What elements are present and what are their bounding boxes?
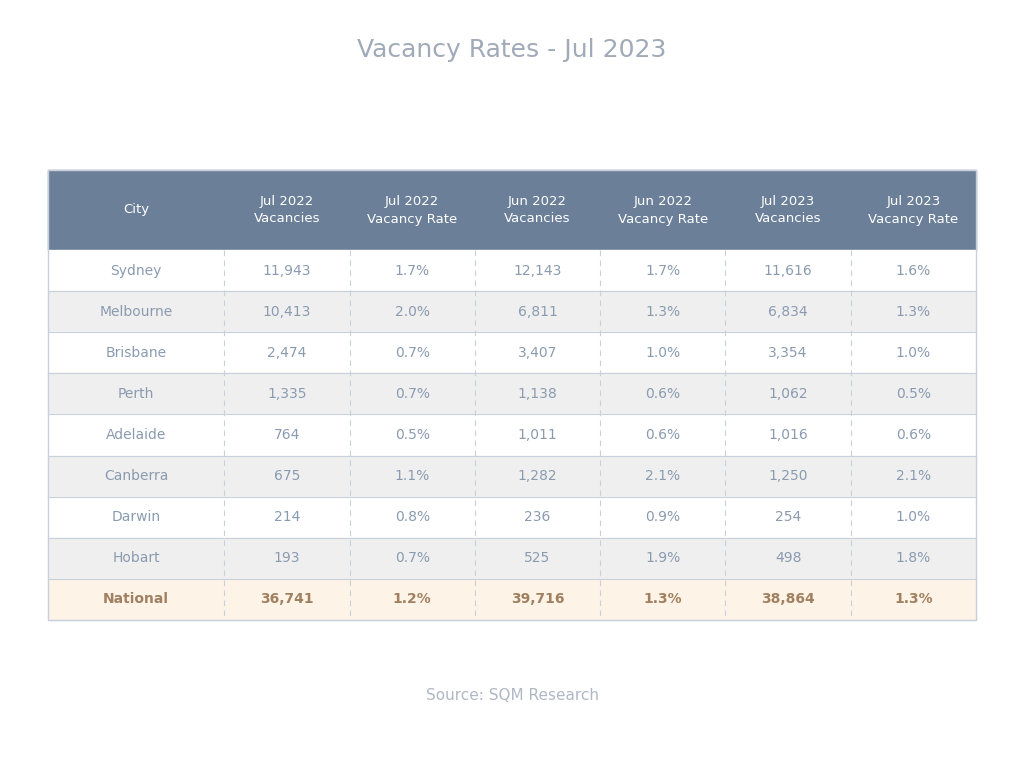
Text: City: City [123,203,150,216]
Text: 0.6%: 0.6% [645,428,680,442]
Text: 6,811: 6,811 [517,304,557,318]
Text: 1.3%: 1.3% [896,304,931,318]
Text: 498: 498 [775,551,802,565]
Text: 1.7%: 1.7% [645,264,680,278]
Text: 236: 236 [524,510,551,524]
Text: 0.7%: 0.7% [394,387,430,401]
Text: Adelaide: Adelaide [105,428,166,442]
Text: 1,016: 1,016 [768,428,808,442]
Text: 0.7%: 0.7% [394,346,430,360]
Text: 1.8%: 1.8% [896,551,931,565]
Text: 1.0%: 1.0% [645,346,680,360]
Text: 1.2%: 1.2% [393,592,431,607]
Text: 6,834: 6,834 [768,304,808,318]
Text: Source: SQM Research: Source: SQM Research [426,687,598,703]
Text: 764: 764 [273,428,300,442]
Text: 1.1%: 1.1% [394,469,430,483]
Text: 2.0%: 2.0% [394,304,430,318]
Text: 1.3%: 1.3% [645,304,680,318]
Text: 1.3%: 1.3% [643,592,682,607]
Text: 1.6%: 1.6% [896,264,931,278]
Text: Jul 2023
Vacancy Rate: Jul 2023 Vacancy Rate [868,195,958,225]
Text: 1.0%: 1.0% [896,510,931,524]
Text: 2.1%: 2.1% [896,469,931,483]
Text: Hobart: Hobart [113,551,160,565]
Text: 12,143: 12,143 [513,264,562,278]
Text: 0.6%: 0.6% [896,428,931,442]
Text: 10,413: 10,413 [263,304,311,318]
Text: 1.3%: 1.3% [894,592,933,607]
Text: 0.8%: 0.8% [394,510,430,524]
Text: 36,741: 36,741 [260,592,313,607]
Text: National: National [103,592,169,607]
Text: 0.5%: 0.5% [896,387,931,401]
Text: 193: 193 [273,551,300,565]
Text: Sydney: Sydney [111,264,162,278]
Text: Jun 2022
Vacancies: Jun 2022 Vacancies [504,195,570,225]
Text: 39,716: 39,716 [511,592,564,607]
Text: Brisbane: Brisbane [105,346,167,360]
Text: Jul 2022
Vacancy Rate: Jul 2022 Vacancy Rate [368,195,458,225]
Text: 1,282: 1,282 [518,469,557,483]
Text: 1,138: 1,138 [518,387,557,401]
Text: 3,354: 3,354 [768,346,808,360]
Text: 1,011: 1,011 [518,428,557,442]
Text: 38,864: 38,864 [761,592,815,607]
Text: Melbourne: Melbourne [99,304,173,318]
Bar [48,170,976,620]
Text: 11,616: 11,616 [764,264,812,278]
Text: 1.7%: 1.7% [394,264,430,278]
Text: 1,062: 1,062 [768,387,808,401]
Text: 0.9%: 0.9% [645,510,680,524]
Text: 1,250: 1,250 [768,469,808,483]
Text: 2.1%: 2.1% [645,469,680,483]
Text: Jul 2023
Vacancies: Jul 2023 Vacancies [755,195,821,225]
Text: 675: 675 [273,469,300,483]
Text: Canberra: Canberra [104,469,168,483]
Text: 1.0%: 1.0% [896,346,931,360]
Text: 2,474: 2,474 [267,346,306,360]
Text: 1.9%: 1.9% [645,551,680,565]
Text: 525: 525 [524,551,551,565]
Text: Jul 2022
Vacancies: Jul 2022 Vacancies [254,195,321,225]
Text: 1,335: 1,335 [267,387,307,401]
Text: 0.7%: 0.7% [394,551,430,565]
Text: Perth: Perth [118,387,155,401]
Text: 254: 254 [775,510,801,524]
Text: 3,407: 3,407 [518,346,557,360]
Text: 0.5%: 0.5% [394,428,430,442]
Text: Vacancy Rates - Jul 2023: Vacancy Rates - Jul 2023 [357,38,667,62]
Text: Jun 2022
Vacancy Rate: Jun 2022 Vacancy Rate [617,195,708,225]
Text: Darwin: Darwin [112,510,161,524]
Text: 214: 214 [273,510,300,524]
Text: 11,943: 11,943 [263,264,311,278]
Text: 0.6%: 0.6% [645,387,680,401]
